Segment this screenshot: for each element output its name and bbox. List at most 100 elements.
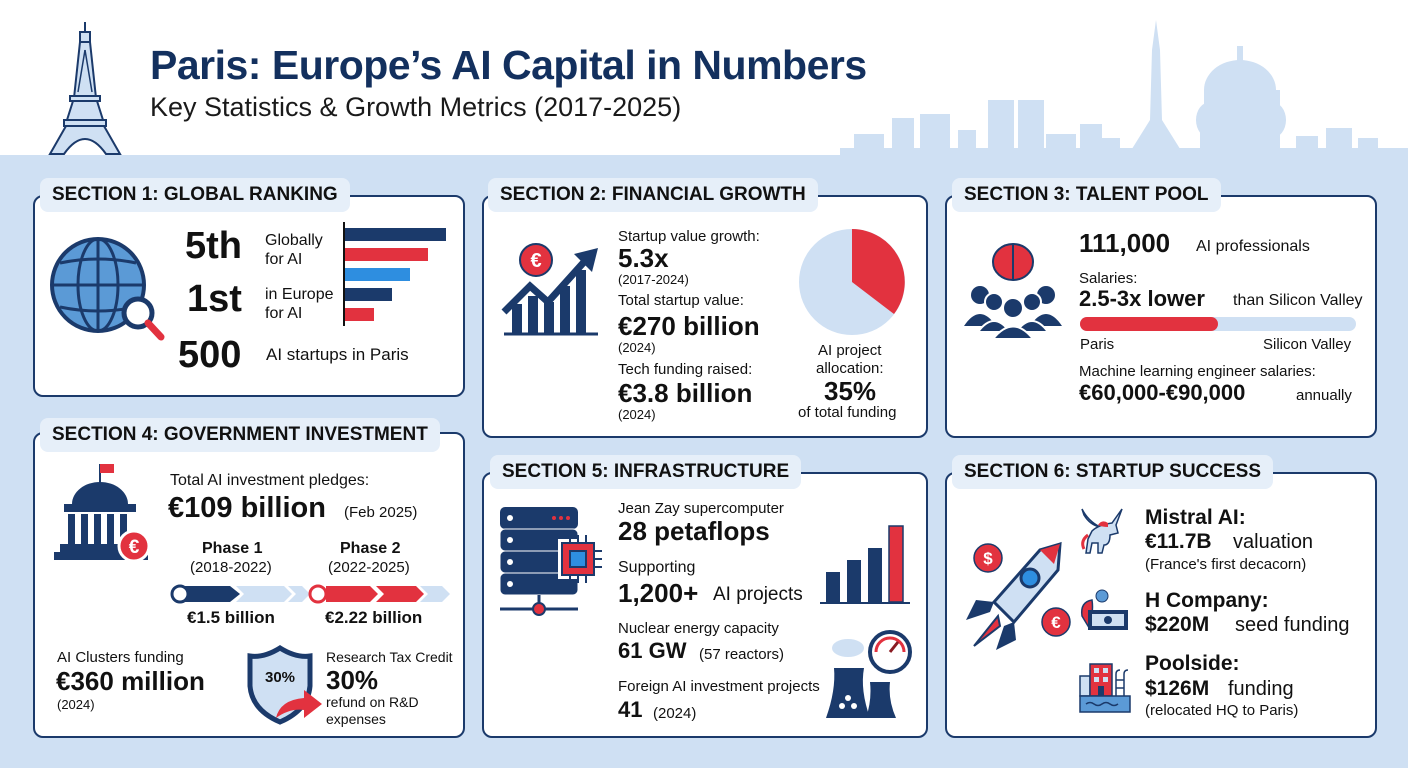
clusters-label: AI Clusters funding	[57, 649, 184, 666]
clusters-value: €360 million	[56, 666, 205, 696]
foreign-label: Foreign AI investment projects	[618, 678, 820, 695]
pie-value: 35%	[824, 376, 877, 406]
funding-year: (2024)	[618, 407, 656, 422]
rank-global-value: 5th	[185, 225, 242, 267]
growth-value: 5.3x	[618, 243, 669, 273]
eiffel-tower-icon	[48, 22, 122, 155]
foreign-year: (2024)	[653, 705, 697, 722]
phase-1-value: €1.5 billion	[187, 608, 275, 627]
header	[0, 0, 1408, 156]
poolside-note: (relocated HQ to Paris)	[1145, 702, 1299, 719]
nuclear-suffix: (57 reactors)	[699, 646, 785, 663]
growth-chart-euro-icon: €	[501, 243, 598, 336]
mistral-note: (France's first decacorn)	[1145, 556, 1307, 573]
phase-1-title: Phase 1	[202, 540, 263, 557]
total-value: €270 billion	[618, 311, 760, 341]
tax-desc-1: refund on R&D	[326, 694, 419, 710]
poolside-value: $126M	[1145, 677, 1210, 700]
rank-europe-value: 1st	[187, 278, 242, 320]
pledges-value: €109 billion	[168, 492, 326, 524]
infrastructure-bar-chart	[820, 525, 910, 604]
phase-timeline	[170, 584, 450, 604]
money-funding-icon	[1080, 589, 1128, 630]
bar-right-label: Silicon Valley	[1263, 336, 1352, 353]
tax-value: 30%	[326, 665, 379, 695]
svg-text:$: $	[983, 549, 993, 568]
server-chip-icon	[499, 507, 602, 616]
professionals-value: 111,000	[1079, 228, 1171, 258]
growth-period: (2017-2024)	[618, 272, 689, 287]
pie-label-1: AI project	[818, 342, 882, 359]
bar-left-label: Paris	[1080, 336, 1115, 353]
shield-tax-credit-icon: 30%	[247, 645, 322, 725]
section-3-title: SECTION 3: TALENT POOL	[952, 178, 1221, 212]
pie-label-2: allocation:	[816, 360, 884, 377]
ml-label: Machine learning engineer salaries:	[1079, 363, 1316, 380]
government-building-euro-icon: €	[54, 464, 151, 563]
rank-europe-label-1: in Europe	[265, 286, 334, 303]
ranking-bar-chart	[343, 222, 446, 326]
rank-global-label-1: Globally	[265, 232, 323, 249]
svg-text:€: €	[1051, 613, 1061, 632]
phase-1-years: (2018-2022)	[190, 559, 272, 576]
section-6-title: SECTION 6: STARTUP SUCCESS	[952, 455, 1274, 489]
startups-label: AI startups in Paris	[266, 345, 409, 364]
brain-people-icon	[964, 243, 1062, 340]
pledges-label: Total AI investment pledges:	[170, 472, 370, 489]
funding-value: €3.8 billion	[618, 378, 753, 408]
funding-label: Tech funding raised:	[618, 361, 753, 378]
section-4-title: SECTION 4: GOVERNMENT INVESTMENT	[40, 418, 440, 452]
phase-2-title: Phase 2	[340, 540, 401, 557]
h-company-name: H Company:	[1145, 589, 1269, 612]
poolside-name: Poolside:	[1145, 652, 1240, 675]
nuclear-label: Nuclear energy capacity	[618, 620, 779, 637]
total-label: Total startup value:	[618, 292, 744, 309]
mistral-value: €11.7B	[1145, 530, 1212, 553]
globe-search-icon	[50, 237, 165, 341]
pledges-date: (Feb 2025)	[344, 504, 418, 521]
supercomputer-label: Jean Zay supercomputer	[618, 500, 784, 517]
rank-europe-label-2: for AI	[265, 305, 303, 322]
pie-caption: of total funding	[798, 404, 897, 421]
support-label: Supporting	[618, 559, 696, 576]
support-suffix: AI projects	[713, 584, 803, 605]
ml-suffix: annually	[1296, 387, 1352, 404]
supercomputer-value: 28 petaflops	[618, 516, 770, 546]
page-title: Paris: Europe’s AI Capital in Numbers	[150, 42, 867, 88]
phase-2-value: €2.22 billion	[325, 608, 423, 627]
phase-2-years: (2022-2025)	[328, 559, 410, 576]
support-value: 1,200+	[618, 578, 699, 608]
rank-global-label-2: for AI	[265, 251, 303, 268]
h-company-value: $220M	[1145, 613, 1210, 636]
nuclear-value: 61 GW	[618, 638, 687, 663]
paris-skyline-icon	[840, 20, 1408, 160]
allocation-pie-chart	[799, 229, 905, 335]
section-1-title: SECTION 1: GLOBAL RANKING	[40, 178, 350, 212]
tax-desc-2: expenses	[326, 711, 386, 727]
section-2-title: SECTION 2: FINANCIAL GROWTH	[488, 178, 818, 212]
h-company-suffix: seed funding	[1235, 614, 1350, 636]
mistral-suffix: valuation	[1233, 531, 1314, 553]
poolside-suffix: funding	[1228, 678, 1294, 700]
rocket-icon: $ €	[966, 541, 1071, 650]
salaries-value: 2.5-3x lower	[1079, 286, 1205, 311]
ml-value: €60,000-€90,000	[1079, 380, 1246, 405]
nuclear-plant-gauge-icon	[826, 630, 912, 718]
svg-text:€: €	[530, 250, 541, 272]
tax-label: Research Tax Credit	[326, 649, 453, 665]
mistral-name: Mistral AI:	[1145, 506, 1246, 529]
salary-bar-paris	[1080, 317, 1218, 331]
salaries-label: Salaries:	[1079, 270, 1138, 287]
svg-text:€: €	[129, 537, 140, 558]
shield-percent: 30%	[265, 669, 295, 686]
section-5-title: SECTION 5: INFRASTRUCTURE	[490, 455, 802, 489]
foreign-value: 41	[618, 697, 643, 722]
unicorn-icon	[1081, 508, 1123, 554]
salaries-suffix: than Silicon Valley	[1233, 292, 1363, 309]
page-subtitle: Key Statistics & Growth Metrics (2017-20…	[150, 92, 682, 122]
clusters-year: (2024)	[57, 697, 95, 712]
poolside-hotel-icon	[1079, 663, 1131, 713]
growth-label: Startup value growth:	[618, 228, 760, 245]
startups-value: 500	[178, 334, 242, 376]
total-year: (2024)	[618, 340, 656, 355]
